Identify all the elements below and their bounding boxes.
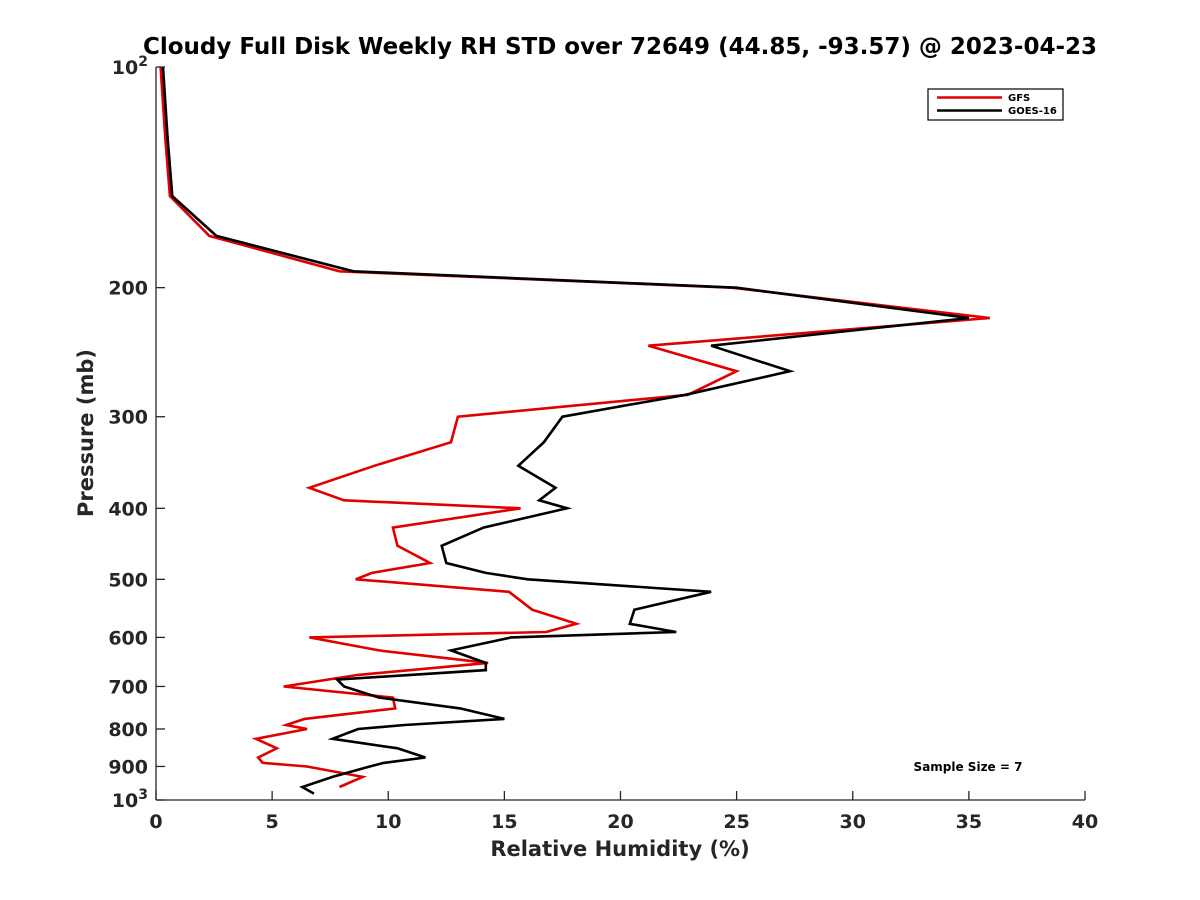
legend-box (927, 88, 1064, 121)
series-line-goes16 (161, 66, 970, 795)
x-tick-label: 5 (266, 811, 279, 833)
x-tick-label: 25 (723, 811, 749, 833)
y-tick-label: 300 (108, 407, 148, 429)
y-axis-label: Pressure (mb) (74, 349, 98, 517)
sample-size-annotation: Sample Size = 7 (914, 760, 1023, 774)
x-tick-label: 35 (956, 811, 982, 833)
y-tick-label: 102 (112, 54, 148, 79)
plot-area (156, 67, 1085, 800)
y-tick-label: 500 (108, 569, 148, 591)
y-tick-label: 900 (108, 756, 148, 778)
series-line-gfs (159, 66, 990, 789)
x-tick-label: 30 (840, 811, 866, 833)
y-tick-label: 400 (108, 498, 148, 520)
legend-label-goes16: GOES-16 (1008, 106, 1057, 117)
chart-title: Cloudy Full Disk Weekly RH STD over 7264… (143, 34, 1097, 60)
series-lines (159, 66, 990, 795)
x-tick-label: 15 (491, 811, 517, 833)
x-tick-group: 0 5 10 15 20 25 30 35 40 (149, 791, 1098, 833)
y-tick-group: 102 200 300 400 500 600 700 800 900 103 (108, 54, 165, 812)
y-tick-label: 103 (112, 787, 148, 812)
legend-label-gfs: GFS (1008, 93, 1030, 104)
legend: GFS GOES-16 (927, 88, 1064, 121)
y-tick-label: 600 (108, 627, 148, 649)
y-tick-label: 700 (108, 676, 148, 698)
x-tick-label: 0 (149, 811, 162, 833)
x-axis-label: Relative Humidity (%) (490, 837, 749, 861)
x-tick-label: 20 (607, 811, 633, 833)
x-tick-label: 40 (1072, 811, 1098, 833)
y-tick-label: 200 (108, 278, 148, 300)
y-tick-label: 800 (108, 719, 148, 741)
x-tick-label: 10 (375, 811, 401, 833)
